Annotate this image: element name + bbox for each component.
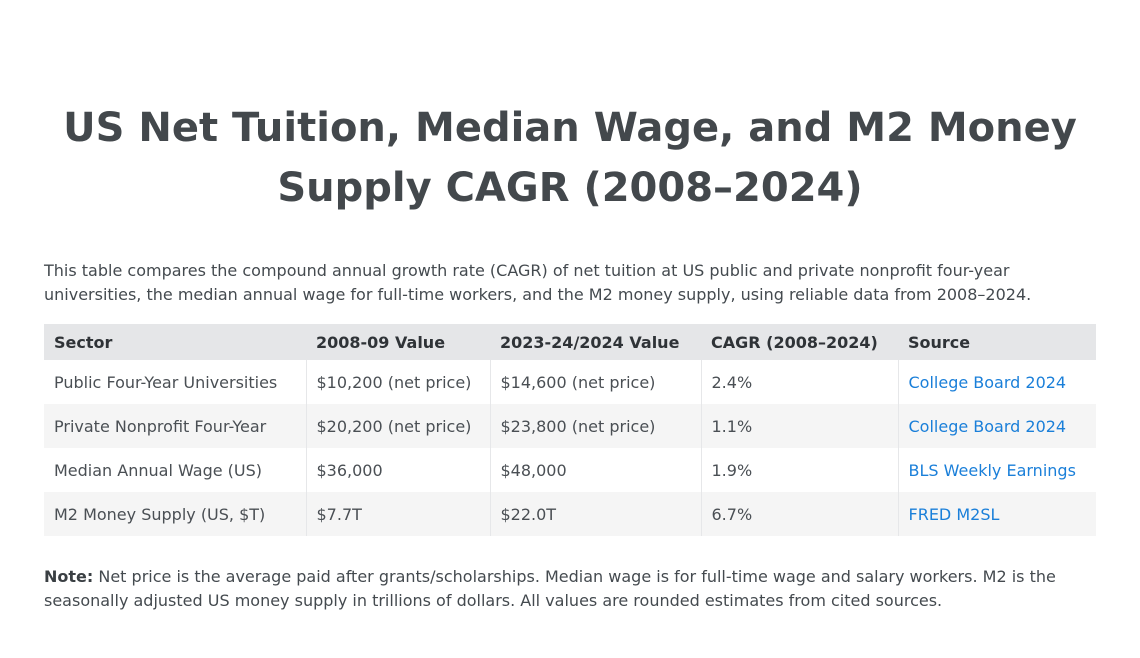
source-link-college-board[interactable]: College Board 2024	[908, 372, 1067, 392]
cell-2008-value: $36,000	[305, 448, 490, 492]
cell-sector: Public Four-Year Universities	[44, 360, 306, 404]
note-label: Note:	[44, 567, 94, 586]
cell-cagr: 2.4%	[700, 360, 898, 404]
cell-2008-value: $7.7T	[305, 492, 490, 536]
intro-paragraph: This table compares the compound annual …	[44, 261, 1032, 304]
table-row: Public Four-Year Universities $10,200 (n…	[44, 360, 1096, 404]
cell-sector: Median Annual Wage (US)	[44, 448, 306, 492]
header-cagr: CAGR (2008–2024)	[701, 324, 898, 360]
cell-2008-value: $20,200 (net price)	[305, 404, 490, 448]
cell-cagr: 1.1%	[700, 404, 898, 448]
header-source: Source	[898, 324, 1096, 360]
cell-sector: Private Nonprofit Four-Year	[44, 404, 306, 448]
table-row: M2 Money Supply (US, $T) $7.7T $22.0T 6.…	[44, 492, 1096, 536]
cell-2024-value: $23,800 (net price)	[489, 404, 701, 448]
source-link-bls[interactable]: BLS Weekly Earnings	[908, 460, 1076, 480]
cell-2024-value: $22.0T	[489, 492, 701, 536]
table-header-row: Sector 2008-09 Value 2023-24/2024 Value …	[44, 324, 1096, 360]
table-row: Private Nonprofit Four-Year $20,200 (net…	[44, 404, 1096, 448]
cell-sector: M2 Money Supply (US, $T)	[44, 492, 306, 536]
note-text: Net price is the average paid after gran…	[44, 567, 1056, 610]
header-sector: Sector	[44, 324, 306, 360]
page-title: US Net Tuition, Median Wage, and M2 Mone…	[63, 105, 1077, 211]
cell-source: FRED M2SL	[897, 492, 1096, 536]
source-link-college-board[interactable]: College Board 2024	[908, 416, 1067, 436]
cell-source: BLS Weekly Earnings	[897, 448, 1096, 492]
cell-2024-value: $48,000	[489, 448, 701, 492]
header-2024-value: 2023-24/2024 Value	[490, 324, 701, 360]
comparison-table: Sector 2008-09 Value 2023-24/2024 Value …	[44, 324, 1096, 536]
cell-source: College Board 2024	[897, 360, 1096, 404]
cell-2008-value: $10,200 (net price)	[305, 360, 490, 404]
cell-cagr: 1.9%	[700, 448, 898, 492]
cell-source: College Board 2024	[897, 404, 1096, 448]
header-2008-value: 2008-09 Value	[306, 324, 490, 360]
source-link-fred[interactable]: FRED M2SL	[908, 504, 1000, 524]
footnote: Note: Net price is the average paid afte…	[44, 565, 1096, 613]
cell-2024-value: $14,600 (net price)	[489, 360, 701, 404]
cell-cagr: 6.7%	[700, 492, 898, 536]
table-row: Median Annual Wage (US) $36,000 $48,000 …	[44, 448, 1096, 492]
